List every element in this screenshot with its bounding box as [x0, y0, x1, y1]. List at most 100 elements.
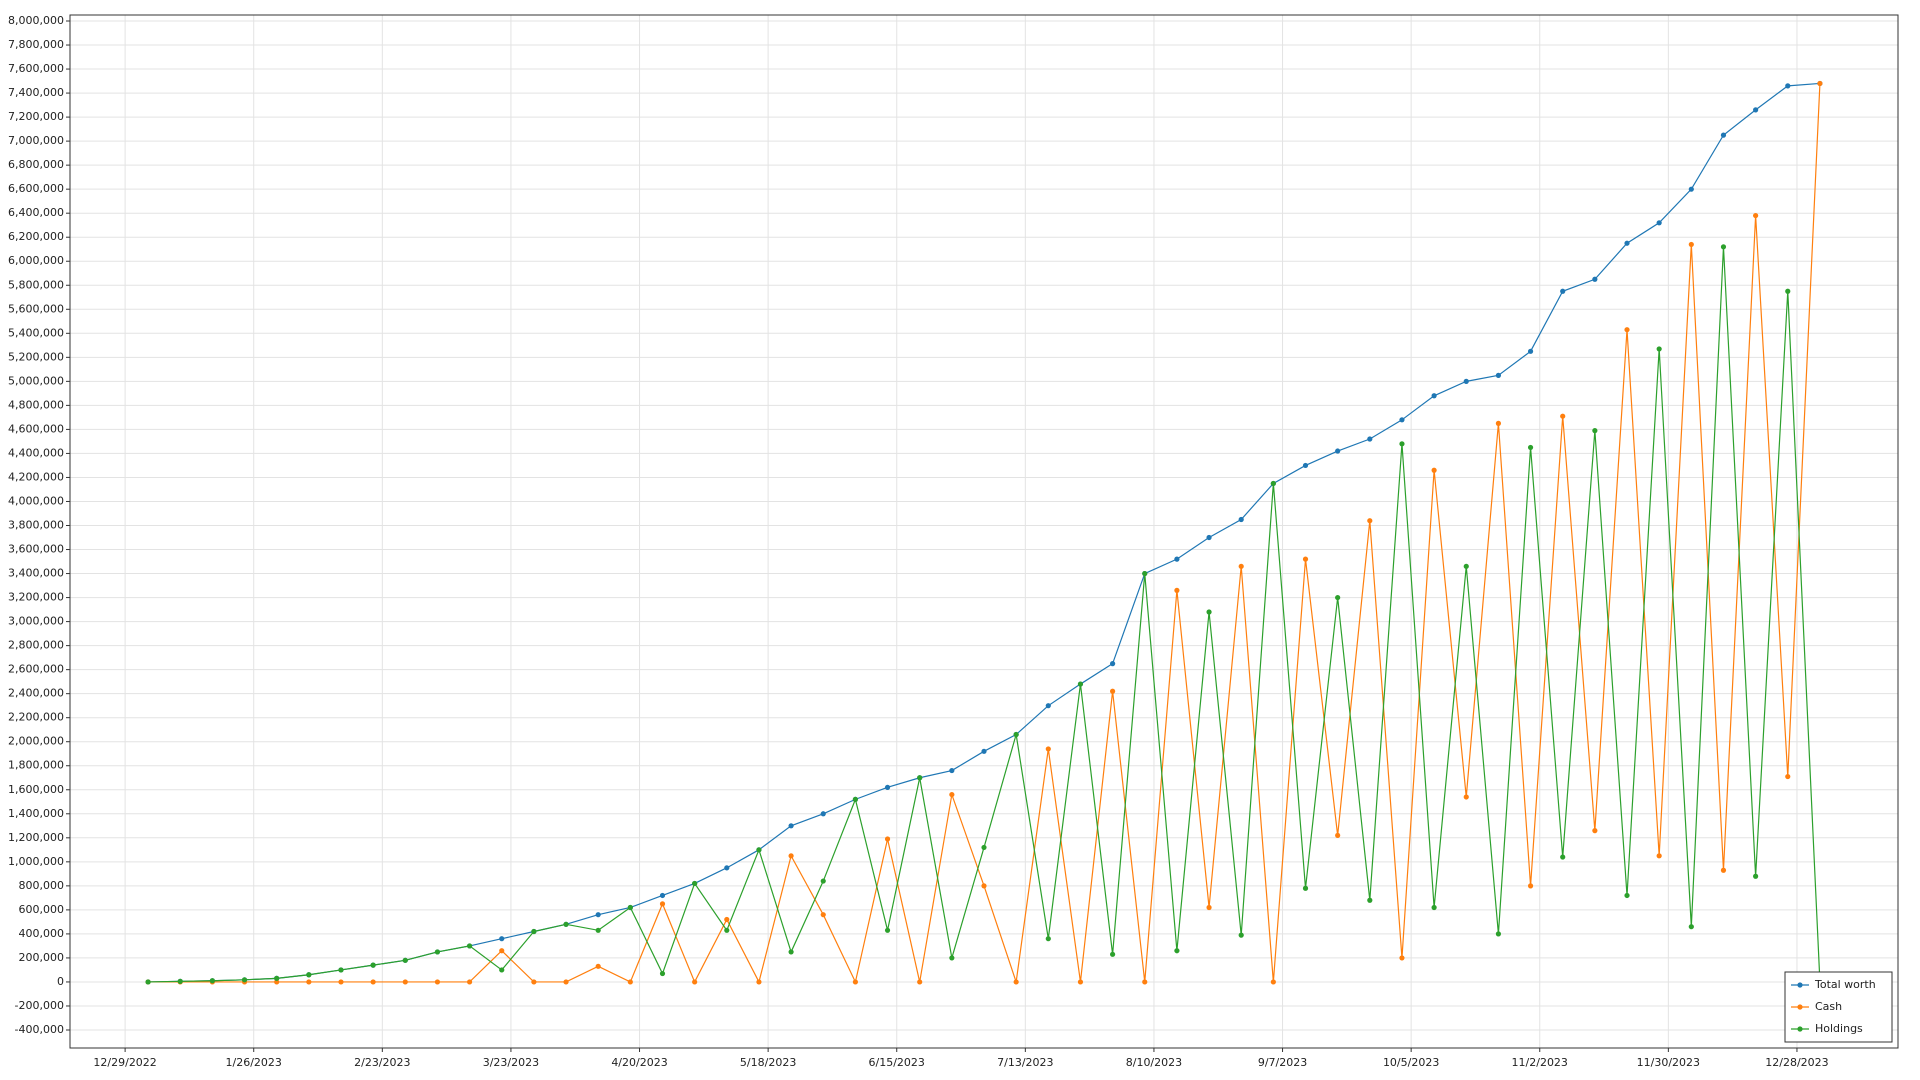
- data-point: [820, 878, 826, 884]
- data-point: [1077, 979, 1084, 985]
- x-tick-label: 2/23/2023: [354, 1056, 410, 1069]
- x-tick-label: 8/10/2023: [1126, 1056, 1182, 1069]
- data-point: [1110, 951, 1116, 957]
- y-tick-label: 3,600,000: [8, 543, 64, 556]
- data-point: [756, 847, 762, 853]
- data-point: [145, 979, 151, 985]
- y-tick-label: 3,400,000: [8, 567, 64, 580]
- y-tick-label: 1,000,000: [8, 855, 64, 868]
- data-point: [1367, 436, 1373, 442]
- data-point: [1560, 854, 1566, 860]
- data-point: [1527, 883, 1534, 889]
- data-point: [1785, 83, 1791, 89]
- data-point: [724, 927, 730, 933]
- y-tick-label: 5,000,000: [8, 374, 64, 387]
- data-point: [1206, 904, 1212, 911]
- y-tick-label: 7,000,000: [8, 134, 64, 147]
- y-tick-label: 3,800,000: [8, 519, 64, 532]
- data-point: [1495, 372, 1502, 378]
- data-point: [531, 979, 537, 985]
- plot: [145, 80, 1823, 985]
- data-point: [724, 865, 730, 871]
- data-point: [1656, 853, 1662, 859]
- data-point: [949, 955, 955, 961]
- data-point: [595, 963, 601, 969]
- data-point: [1399, 441, 1405, 447]
- data-point: [1688, 241, 1694, 248]
- y-tick-label: 6,800,000: [8, 158, 64, 171]
- x-tick-label: 1/26/2023: [226, 1056, 282, 1069]
- data-point: [1560, 288, 1566, 294]
- data-point: [499, 967, 505, 973]
- data-point: [1527, 444, 1534, 451]
- y-tick-label: 3,000,000: [8, 615, 64, 628]
- data-point: [241, 977, 248, 983]
- x-tick-label: 12/29/2022: [93, 1056, 156, 1069]
- data-point: [1045, 936, 1051, 942]
- data-point: [627, 904, 633, 911]
- data-point: [306, 979, 312, 985]
- data-point: [1335, 448, 1341, 454]
- data-point: [1753, 212, 1759, 219]
- grid: -400,000 -200,000 0 200,000 400,000 600,000 80…: [8, 14, 1898, 1069]
- data-point: [917, 775, 923, 781]
- data-point: [274, 979, 280, 985]
- x-tick-label: 5/18/2023: [740, 1056, 796, 1069]
- data-point: [1463, 378, 1469, 384]
- data-point: [1495, 420, 1502, 426]
- data-point: [852, 979, 858, 985]
- data-point: [1142, 979, 1148, 985]
- data-point: [1624, 892, 1630, 899]
- data-point: [531, 928, 537, 935]
- data-point: [659, 892, 666, 899]
- data-point: [1624, 327, 1630, 333]
- data-point: [1785, 288, 1791, 294]
- y-tick-label: 1,800,000: [8, 759, 64, 772]
- y-tick-label: 1,200,000: [8, 831, 64, 844]
- data-point: [1720, 867, 1727, 873]
- data-point: [1431, 467, 1437, 473]
- data-point: [949, 767, 955, 774]
- data-point: [1753, 873, 1759, 879]
- data-point: [1142, 570, 1148, 577]
- data-point: [1399, 417, 1405, 423]
- y-tick-label: 2,000,000: [8, 735, 64, 748]
- legend-label: Holdings: [1815, 1022, 1863, 1035]
- data-point: [563, 979, 569, 985]
- y-tick-label: 4,200,000: [8, 470, 64, 483]
- x-tick-label: 11/30/2023: [1637, 1056, 1700, 1069]
- data-point: [434, 949, 441, 955]
- data-point: [1367, 518, 1373, 524]
- data-point: [402, 979, 408, 985]
- data-point: [1174, 556, 1180, 562]
- data-point: [1592, 276, 1598, 282]
- y-tick-label: 4,400,000: [8, 446, 64, 459]
- data-point: [499, 948, 505, 954]
- data-point: [1238, 563, 1244, 569]
- y-tick-label: 3,200,000: [8, 591, 64, 604]
- data-point: [1206, 534, 1212, 541]
- data-point: [1656, 220, 1662, 226]
- y-tick-label: -200,000: [15, 999, 64, 1012]
- data-point: [370, 979, 376, 985]
- data-point: [1013, 731, 1019, 738]
- y-tick-label: 4,800,000: [8, 398, 64, 411]
- y-tick-label: 7,800,000: [8, 38, 64, 51]
- data-point: [1399, 955, 1405, 961]
- x-tick-label: 6/15/2023: [869, 1056, 925, 1069]
- data-point: [949, 791, 955, 798]
- legend: Total worth Cash Holdings: [1784, 971, 1893, 1043]
- data-point: [1335, 594, 1341, 601]
- data-point: [1592, 428, 1598, 434]
- data-point: [1238, 932, 1244, 938]
- data-point: [1206, 609, 1212, 615]
- data-point: [595, 912, 601, 918]
- data-point: [852, 796, 858, 802]
- y-tick-label: 600,000: [19, 903, 65, 916]
- data-point: [917, 979, 923, 985]
- data-point: [1753, 107, 1759, 113]
- y-tick-label: 5,400,000: [8, 326, 64, 339]
- data-point: [788, 823, 794, 829]
